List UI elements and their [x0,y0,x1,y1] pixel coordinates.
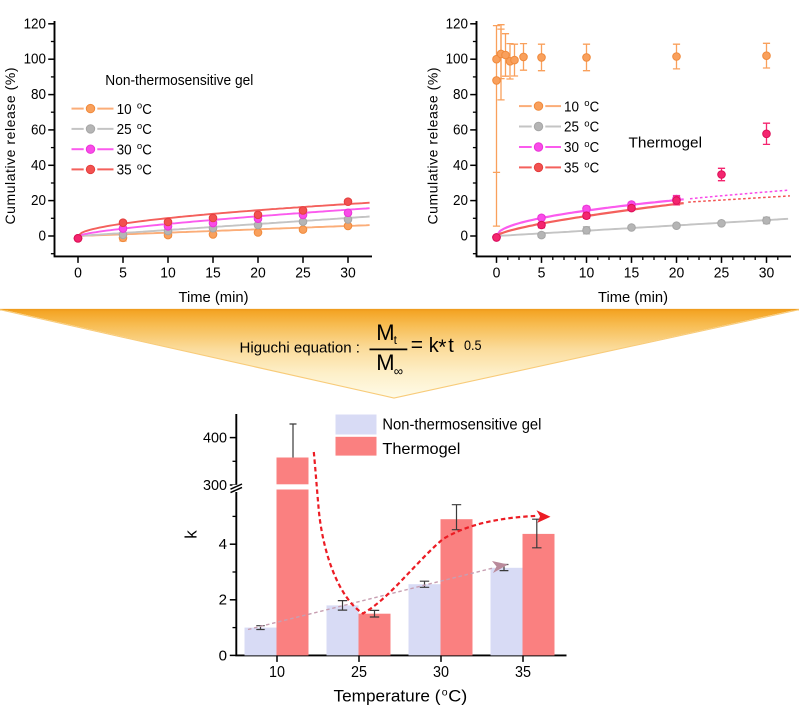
svg-text:t: t [394,333,398,347]
svg-text:=: = [411,334,423,357]
svg-text:25: 25 [117,122,132,138]
svg-text:o: o [584,159,589,170]
svg-text:Temperature (: Temperature ( [334,686,441,705]
svg-text:0.5: 0.5 [464,337,482,353]
svg-text:100: 100 [446,52,468,68]
svg-text:30: 30 [340,265,356,281]
svg-text:60: 60 [453,122,468,138]
svg-text:C: C [590,120,600,136]
svg-text:100: 100 [24,52,46,68]
svg-text:t: t [448,335,454,357]
svg-text:∞: ∞ [394,363,403,378]
svg-text:25: 25 [714,265,730,281]
svg-text:o: o [442,687,448,699]
svg-text:C: C [142,163,152,179]
svg-text:30: 30 [117,142,132,158]
svg-text:C: C [142,142,152,158]
svg-text:C: C [142,122,152,138]
svg-text:o: o [584,98,589,109]
svg-text:60: 60 [31,122,46,138]
svg-text:Time (min): Time (min) [598,289,668,306]
svg-text:Time (min): Time (min) [179,289,249,306]
svg-text:Higuchi equation :: Higuchi equation : [240,340,361,357]
svg-text:k: k [181,530,200,539]
svg-text:M: M [376,350,394,375]
svg-text:k: k [429,335,440,357]
svg-text:Cumulative release (%): Cumulative release (%) [425,68,441,225]
svg-text:20: 20 [453,193,468,209]
svg-text:C: C [142,102,152,118]
svg-text:15: 15 [205,265,221,281]
svg-text:C): C) [448,686,467,705]
svg-text:30: 30 [433,664,449,681]
svg-text:0: 0 [74,265,82,281]
svg-text:120: 120 [24,16,46,32]
svg-text:C: C [590,99,600,115]
svg-text:20: 20 [250,265,266,281]
svg-text:120: 120 [446,16,468,32]
svg-text:20: 20 [31,193,46,209]
svg-text:40: 40 [31,158,46,174]
svg-text:0: 0 [493,265,501,281]
svg-text:30: 30 [564,140,579,156]
svg-text:30: 30 [759,265,775,281]
svg-text:25: 25 [564,120,579,136]
svg-text:o: o [137,161,142,172]
svg-text:10: 10 [579,265,595,281]
svg-text:15: 15 [624,265,640,281]
svg-text:Cumulative release (%): Cumulative release (%) [2,68,18,225]
svg-text:300: 300 [203,477,227,494]
svg-text:10: 10 [564,99,579,115]
svg-text:o: o [584,139,589,150]
svg-text:Thermogel: Thermogel [382,441,460,458]
svg-text:25: 25 [351,664,367,681]
svg-text:o: o [137,141,142,152]
svg-text:Non-thermosensitive gel: Non-thermosensitive gel [382,416,541,433]
svg-text:Thermogel: Thermogel [629,135,703,152]
svg-text:35: 35 [515,664,531,681]
svg-text:10: 10 [269,664,285,681]
svg-text:35: 35 [564,161,579,177]
svg-text:5: 5 [538,265,546,281]
svg-text:M: M [376,320,394,345]
svg-text:C: C [590,161,600,177]
svg-text:o: o [137,101,142,112]
svg-text:10: 10 [160,265,176,281]
svg-text:400: 400 [203,430,227,447]
svg-text:80: 80 [31,87,46,103]
svg-text:20: 20 [669,265,685,281]
svg-text:10: 10 [117,102,132,118]
svg-text:40: 40 [453,158,468,174]
svg-text:o: o [584,119,589,130]
svg-text:*: * [438,336,446,359]
svg-text:0: 0 [461,229,469,245]
svg-text:0: 0 [39,229,47,245]
svg-text:80: 80 [453,87,468,103]
svg-text:5: 5 [119,265,127,281]
svg-text:2: 2 [219,592,227,609]
svg-text:o: o [137,121,142,132]
svg-text:C: C [590,140,600,156]
svg-text:Non-thermosensitive gel: Non-thermosensitive gel [105,72,253,89]
svg-text:25: 25 [295,265,311,281]
svg-text:4: 4 [219,536,227,553]
svg-text:35: 35 [117,163,132,179]
svg-text:0: 0 [219,647,227,664]
